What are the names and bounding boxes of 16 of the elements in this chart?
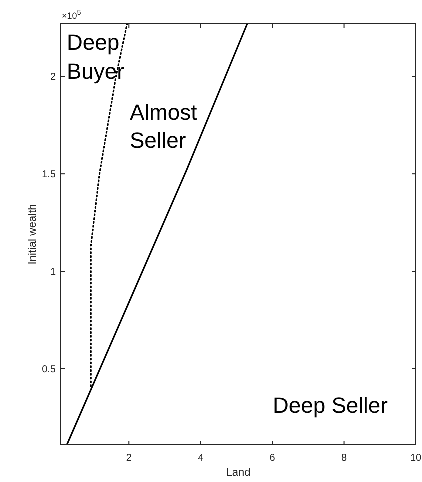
annotation: Almost Seller	[130, 100, 198, 153]
text: ×10$^{5}$	[62, 8, 82, 21]
annotation: Deep Buyer	[67, 30, 124, 84]
y-axis-title: Initial wealth	[27, 204, 39, 265]
y-tick-label: 1	[50, 267, 56, 278]
x-tick-label: 8	[342, 453, 348, 464]
x-tick-label: 10	[410, 453, 422, 464]
x-tick-label: 6	[270, 453, 276, 464]
y-tick-label: 0.5	[42, 364, 56, 376]
annotation: Deep Seller	[273, 393, 388, 418]
x-tick-label: 2	[126, 453, 132, 464]
y-tick-label: 2	[50, 72, 56, 84]
x-axis-title: Land	[226, 467, 251, 479]
y-tick-label: 1.5	[42, 170, 56, 181]
line-series	[66, 23, 248, 446]
x-tick-label: 4	[198, 453, 204, 464]
